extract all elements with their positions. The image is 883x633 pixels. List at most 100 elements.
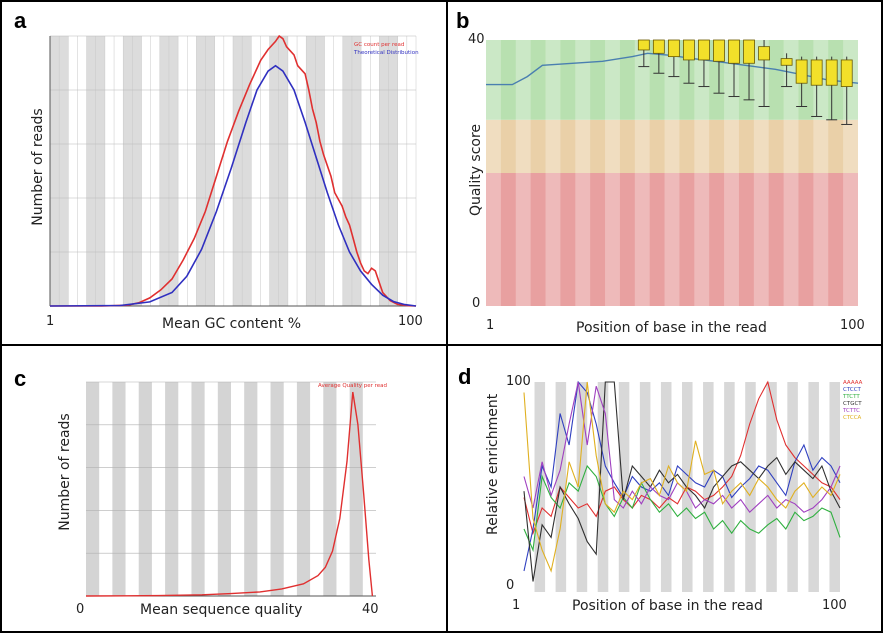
background-stripe — [745, 382, 756, 592]
x-tick-d-start: 1 — [512, 598, 521, 613]
y-tick-d-0: 0 — [506, 578, 515, 593]
legend-d-tcttc: TCTTC — [843, 408, 861, 414]
series-line-d-0 — [523, 380, 841, 536]
x-tick-d-end: 100 — [822, 598, 847, 613]
column-stripe — [545, 40, 561, 306]
x-axis-label-b: Position of base in the read — [576, 320, 767, 336]
y-tick-d-100: 100 — [506, 374, 531, 389]
quality-box — [637, 39, 650, 51]
series-line-a-1 — [49, 64, 417, 307]
background-stripe — [217, 382, 231, 596]
series-line-d-2 — [523, 464, 841, 553]
quality-box — [758, 46, 770, 61]
x-axis-label-d: Position of base in the read — [572, 598, 763, 614]
legend-d-ctcca: CTCCA — [843, 415, 862, 421]
legend-d-ctcct: CTCCT — [843, 387, 861, 393]
column-stripe — [724, 40, 739, 306]
background-stripe — [576, 382, 588, 592]
panel-label-a: a — [14, 8, 27, 33]
x-tick-a-start: 1 — [46, 314, 55, 329]
x-axis-label-c: Mean sequence quality — [140, 602, 303, 618]
background-stripe — [597, 382, 609, 592]
series-line-d-1 — [523, 380, 841, 572]
background-stripe — [349, 382, 363, 596]
quality-box — [795, 59, 808, 84]
background-stripe — [808, 382, 819, 592]
panel-label-c: c — [14, 366, 27, 391]
x-tick-a-end: 100 — [398, 314, 423, 329]
background-stripe — [323, 382, 337, 596]
background-stripe — [191, 382, 205, 596]
background-stripe — [787, 382, 798, 592]
panel-label-b: b — [456, 8, 470, 33]
background-stripe — [724, 382, 735, 592]
background-stripe — [618, 382, 630, 592]
quality-band-0 — [486, 173, 858, 306]
legend-d-ctgct: CTGCT — [843, 401, 862, 407]
legend-d-ttctt: TTCTT — [843, 394, 860, 400]
series-line-a-0 — [50, 34, 417, 307]
background-stripe — [165, 382, 179, 596]
quality-band-1 — [486, 119, 858, 173]
chart-a-svg — [49, 34, 417, 307]
column-stripe — [694, 40, 710, 306]
background-stripe — [112, 382, 126, 596]
column-stripe — [664, 40, 680, 306]
column-stripe — [575, 40, 591, 306]
panel-b-quality-boxplot: b Quality score 40 0 1 100 Position of b… — [446, 0, 883, 346]
chart-d-svg — [523, 380, 841, 592]
x-tick-b-start: 1 — [486, 318, 495, 333]
legend-d-aaaaa: AAAAA — [843, 380, 863, 386]
x-axis-label-a: Mean GC content % — [162, 316, 302, 332]
background-stripe — [639, 382, 651, 592]
quality-box — [698, 39, 710, 61]
x-tick-b-end: 100 — [840, 318, 865, 333]
quality-box — [683, 39, 695, 61]
background-stripe — [270, 382, 284, 596]
panel-c-mean-quality: c Number of reads 0 40 Mean sequence qua… — [0, 344, 448, 633]
y-axis-label-c: Number of reads — [57, 413, 73, 531]
quality-box — [713, 39, 725, 62]
quality-box — [825, 59, 838, 86]
column-stripe — [486, 40, 501, 306]
quality-box — [810, 59, 823, 86]
background-stripe — [660, 382, 672, 592]
quality-box — [728, 39, 740, 64]
x-tick-c-start: 0 — [76, 602, 85, 617]
y-axis-label-a: Number of reads — [30, 108, 46, 226]
column-stripe — [634, 40, 650, 306]
panel-label-d: d — [458, 364, 472, 389]
quality-box — [667, 39, 680, 58]
background-stripe — [244, 382, 258, 596]
series-line-d-3 — [523, 381, 841, 582]
quality-box — [840, 59, 853, 87]
background-stripe — [703, 382, 714, 592]
panel-a-gc-content: a Number of reads Mean GC content % 1 10… — [0, 0, 448, 346]
column-stripe — [605, 40, 620, 306]
y-tick-b-40: 40 — [468, 32, 485, 47]
legend-a-theoretical: Theoretical Distribution — [354, 50, 419, 56]
background-stripe — [766, 382, 777, 592]
x-tick-c-end: 40 — [362, 602, 379, 617]
quality-box — [743, 39, 755, 64]
quality-box — [652, 39, 665, 54]
legend-a-gc-count: GC count per read — [354, 42, 405, 48]
column-stripe — [515, 40, 531, 306]
y-axis-label-d: Relative enrichment — [485, 393, 501, 535]
chart-c-svg — [85, 381, 376, 597]
background-stripe — [534, 382, 546, 592]
background-stripe — [86, 382, 100, 596]
series-line-d-5 — [523, 381, 841, 573]
y-axis-label-b: Quality score — [468, 123, 484, 217]
chart-b-svg — [486, 39, 859, 306]
background-stripe — [296, 382, 311, 596]
column-stripe — [783, 40, 799, 306]
series-line-c-0 — [85, 391, 374, 597]
quality-box — [780, 58, 793, 66]
panel-d-kmer-enrichment: d Relative enrichment 100 0 1 100 Positi… — [446, 344, 883, 633]
legend-c-average-quality: Average Quality per read — [318, 383, 388, 389]
background-stripe — [138, 382, 152, 596]
y-tick-b-0: 0 — [472, 296, 481, 311]
column-stripe — [753, 40, 769, 306]
background-stripe — [555, 382, 567, 592]
